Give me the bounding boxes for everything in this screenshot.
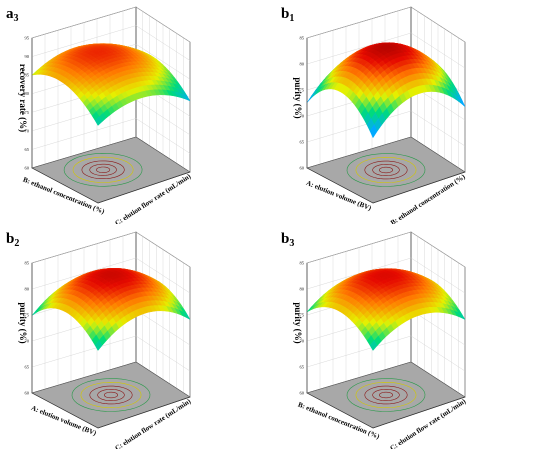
z-tick-label: 80 (300, 62, 305, 67)
z-tick-label: 80 (300, 287, 305, 292)
z-tick-label: 75 (25, 313, 30, 318)
chart-panel-b1: 85 80 75 70 65 60 purity (%) A: elution volume … (275, 0, 550, 224)
z-tick-label: 65 (300, 365, 305, 370)
z-axis: 95 90 85 80 75 70 65 60 (25, 36, 33, 171)
surface-cell (94, 116, 103, 126)
floor-front-edges (306, 392, 466, 429)
response-surface (306, 42, 466, 139)
z-tick-label: 75 (300, 88, 305, 93)
contour-line (346, 378, 426, 412)
y-axis-label: purity (%) (293, 77, 303, 118)
z-tick-label: 80 (25, 287, 30, 292)
floor-front-edges (31, 392, 191, 429)
y-axis-label: recovery rate (%) (18, 64, 28, 132)
contour-line (103, 391, 119, 399)
contour-line (355, 381, 417, 409)
surface-cell (369, 340, 378, 351)
z-tick-label: 60 (25, 166, 30, 171)
contour-line (372, 389, 400, 401)
contour-line (96, 166, 111, 173)
contour-line (89, 385, 133, 405)
z-tick-label: 85 (300, 36, 305, 41)
response-surface (31, 43, 191, 126)
z-axis: 85 80 75 70 65 60 (25, 261, 33, 396)
panel-label: b1 (281, 6, 294, 24)
floor-front-edges (306, 167, 466, 204)
contour-line (63, 152, 143, 187)
z-tick-label: 70 (300, 339, 305, 344)
contour-line (97, 389, 125, 401)
panel-label: b2 (6, 231, 19, 249)
contour-line (364, 385, 408, 405)
z-axis: 85 80 75 70 65 60 (300, 261, 308, 396)
z-axis: 85 80 75 70 65 60 (300, 36, 308, 171)
contour-line (71, 378, 151, 412)
contour-line (355, 156, 417, 184)
surface-cell (94, 339, 103, 351)
z-tick-label: 60 (300, 166, 305, 171)
chart-panel-b3: 85 80 75 70 65 60 purity (%) B: ethanol concent… (275, 225, 550, 449)
y-axis-label: purity (%) (18, 302, 28, 343)
contour-line (89, 163, 117, 176)
z-tick-label: 65 (25, 365, 30, 370)
z-tick-label: 65 (25, 147, 30, 152)
chart-panel-b2: 85 80 75 70 65 60 purity (%) A: elution volume … (0, 225, 275, 449)
contour-line (80, 381, 142, 409)
z-tick-label: 85 (300, 261, 305, 266)
z-tick-label: 65 (300, 140, 305, 145)
contour-line (378, 166, 394, 174)
z-tick-label: 75 (300, 313, 305, 318)
contour-line (378, 391, 394, 399)
z-tick-label: 85 (25, 261, 30, 266)
z-tick-label: 80 (25, 91, 30, 96)
z-tick-label: 70 (300, 114, 305, 119)
response-surface (31, 268, 191, 351)
contour-line (81, 160, 125, 179)
z-tick-label: 75 (25, 110, 30, 115)
contour-line (346, 153, 426, 187)
contour-line (364, 160, 408, 180)
panel-label: b3 (281, 231, 294, 249)
contour-line (372, 164, 400, 176)
z-tick-label: 70 (25, 128, 30, 133)
contour-line (72, 156, 134, 183)
y-axis-label: purity (%) (293, 302, 303, 343)
z-tick-label: 70 (25, 339, 30, 344)
surface-cell (369, 124, 378, 139)
z-tick-label: 95 (25, 36, 30, 41)
floor-front-edges (31, 167, 191, 204)
z-tick-label: 85 (25, 73, 30, 78)
z-tick-label: 60 (25, 391, 30, 396)
panel-label: a3 (6, 6, 19, 24)
z-tick-label: 60 (300, 391, 305, 396)
chart-panel-a3: 95 90 85 80 75 70 65 60 recovery rate (%) B: etha… (0, 0, 275, 224)
z-tick-label: 90 (25, 54, 30, 59)
response-surface (306, 268, 466, 351)
